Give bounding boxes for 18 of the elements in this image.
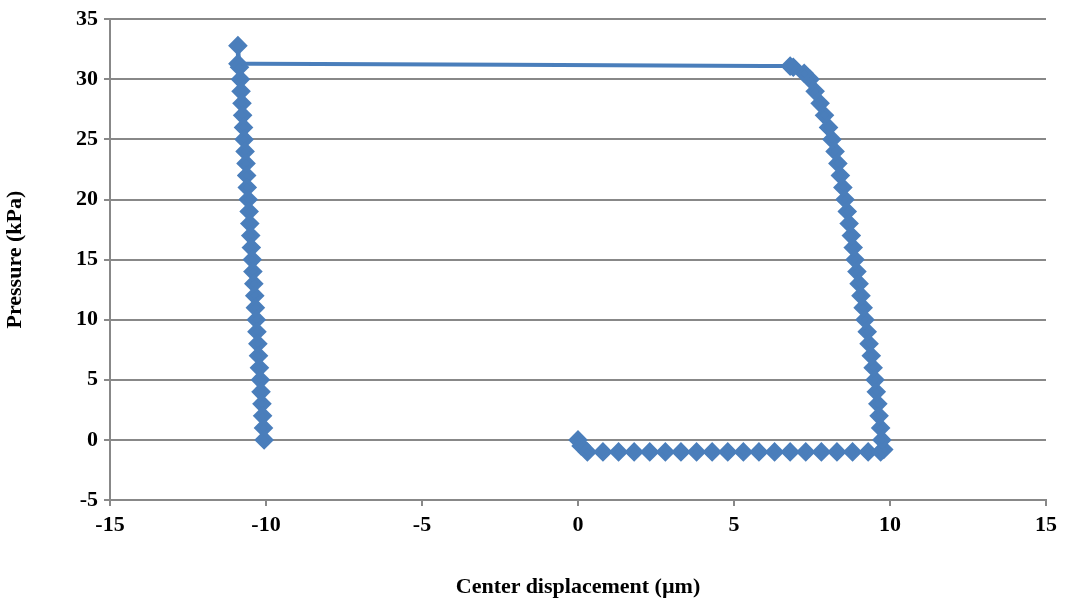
y-tick-label: 10 — [76, 305, 98, 331]
x-axis-title: Center displacement (µm) — [455, 573, 701, 599]
x-tick-label: -10 — [251, 510, 281, 536]
y-tick-label: 30 — [76, 64, 98, 90]
x-tick-label: -5 — [412, 510, 432, 536]
x-tick-label: 0 — [572, 510, 584, 536]
y-tick-label: -5 — [79, 485, 98, 511]
x-tick-label: 10 — [879, 510, 901, 536]
x-tick-label: 5 — [728, 510, 740, 536]
x-tick-label: 15 — [1035, 510, 1057, 536]
y-tick-label: 20 — [76, 185, 98, 211]
y-axis-title: Pressure (kPa) — [0, 190, 26, 329]
y-tick-label: 15 — [76, 245, 98, 271]
y-tick-label: 35 — [76, 4, 98, 30]
y-tick-label: 25 — [76, 125, 98, 151]
y-tick-label: 5 — [87, 365, 98, 391]
y-tick-label: 0 — [87, 425, 98, 451]
x-tick-label: -15 — [95, 510, 125, 536]
